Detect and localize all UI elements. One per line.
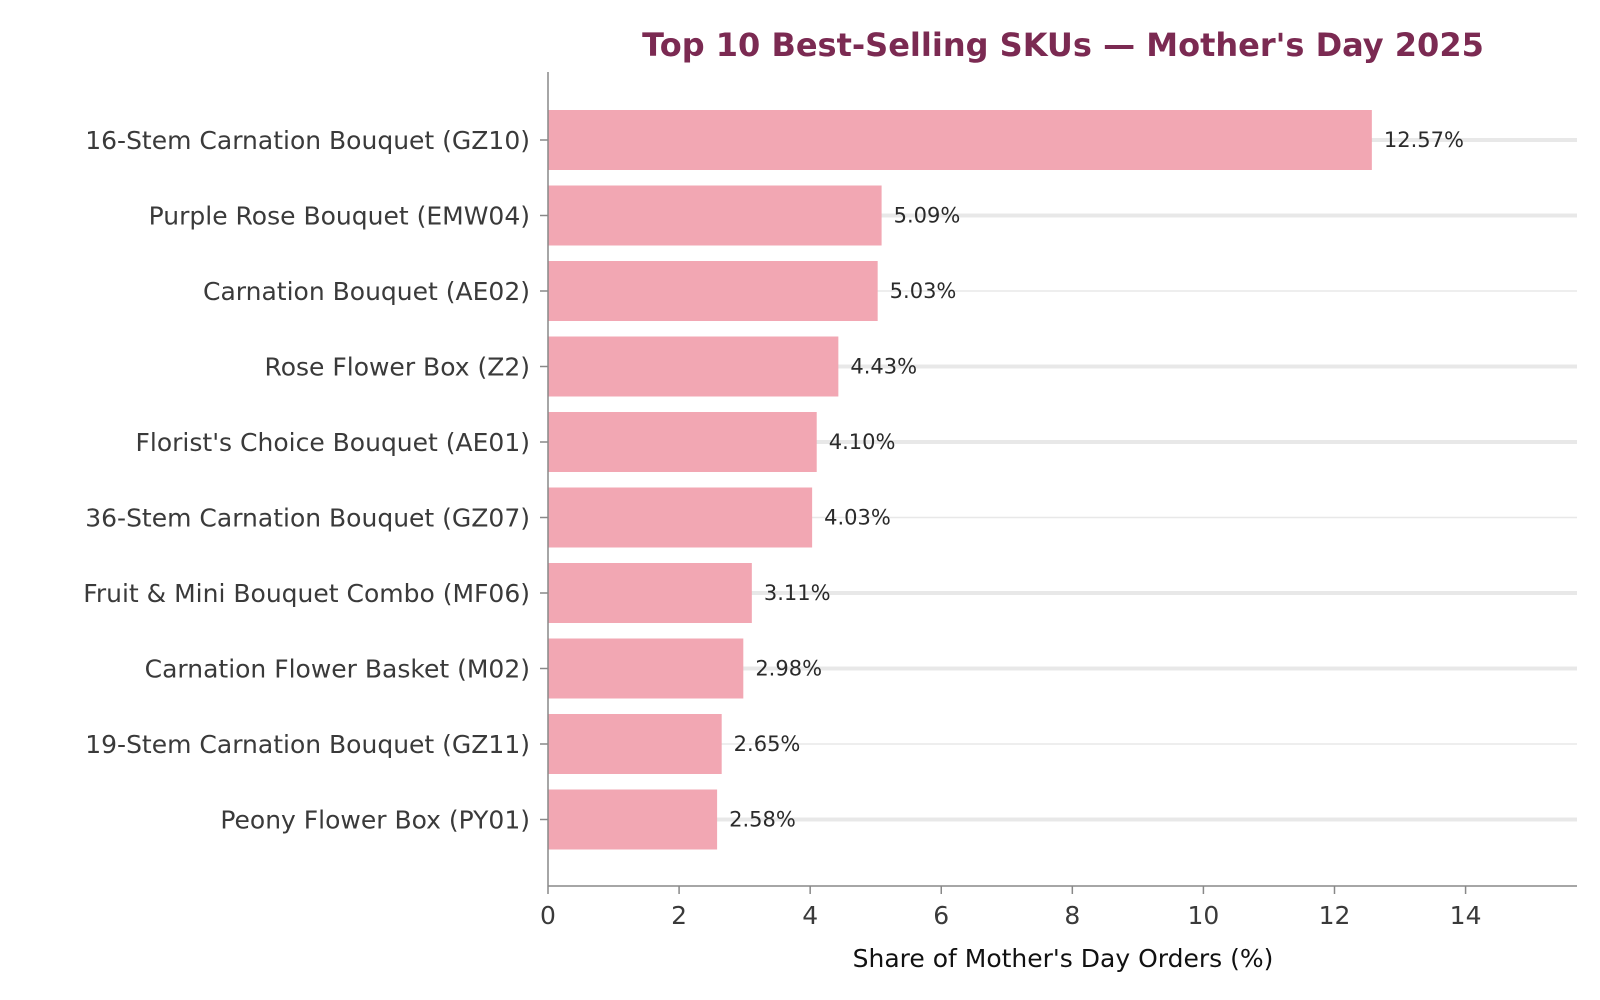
y-tick-label: 16-Stem Carnation Bouquet (GZ10) bbox=[85, 126, 530, 155]
data-label: 4.03% bbox=[824, 506, 891, 530]
data-label: 2.65% bbox=[734, 732, 801, 756]
bar bbox=[548, 714, 722, 774]
bar bbox=[548, 412, 817, 472]
x-tick-label: 10 bbox=[1188, 901, 1220, 930]
bar bbox=[548, 638, 744, 699]
x-tick-label: 12 bbox=[1319, 901, 1351, 930]
x-tick-label: 14 bbox=[1450, 901, 1482, 930]
bar bbox=[548, 789, 718, 850]
bar bbox=[548, 110, 1372, 170]
bar bbox=[548, 185, 882, 246]
y-axis: 16-Stem Carnation Bouquet (GZ10) Purple R… bbox=[83, 72, 549, 886]
x-tick-label: 2 bbox=[671, 901, 687, 930]
y-tick-label: Fruit & Mini Bouquet Combo (MF06) bbox=[83, 579, 530, 608]
x-tick-label: 8 bbox=[1064, 901, 1080, 930]
x-axis: 0 2 4 6 8 10 12 14 bbox=[540, 885, 1577, 930]
data-label: 12.57% bbox=[1384, 128, 1464, 152]
bar bbox=[548, 563, 752, 623]
bar bbox=[548, 336, 839, 397]
data-label: 4.10% bbox=[829, 430, 896, 454]
bars bbox=[548, 110, 1372, 850]
bar bbox=[548, 261, 878, 321]
data-label: 2.58% bbox=[729, 808, 796, 832]
bar bbox=[548, 487, 813, 548]
data-labels: 12.57% 5.09% 5.03% 4.43% 4.10% 4.03% 3.11% 2.98… bbox=[729, 128, 1464, 832]
x-tick-label: 4 bbox=[802, 901, 818, 930]
data-label: 3.11% bbox=[764, 581, 831, 605]
data-label: 5.03% bbox=[890, 279, 957, 303]
x-tick-label: 0 bbox=[540, 901, 556, 930]
y-tick-label: 19-Stem Carnation Bouquet (GZ11) bbox=[85, 730, 530, 759]
y-tick-label: Purple Rose Bouquet (EMW04) bbox=[149, 202, 530, 231]
y-tick-label: 36-Stem Carnation Bouquet (GZ07) bbox=[85, 504, 530, 533]
x-axis-label: Share of Mother's Day Orders (%) bbox=[853, 944, 1274, 973]
y-tick-label: Peony Flower Box (PY01) bbox=[220, 806, 530, 835]
chart-title: Top 10 Best-Selling SKUs — Mother's Day … bbox=[642, 26, 1484, 64]
data-label: 2.98% bbox=[755, 657, 822, 681]
y-tick-label: Rose Flower Box (Z2) bbox=[264, 353, 530, 382]
y-tick-label: Carnation Flower Basket (M02) bbox=[145, 655, 530, 684]
y-tick-label: Florist's Choice Bouquet (AE01) bbox=[136, 428, 530, 457]
data-label: 5.09% bbox=[894, 204, 961, 228]
y-tick-label: Carnation Bouquet (AE02) bbox=[203, 277, 530, 306]
x-tick-label: 6 bbox=[933, 901, 949, 930]
data-label: 4.43% bbox=[850, 355, 917, 379]
